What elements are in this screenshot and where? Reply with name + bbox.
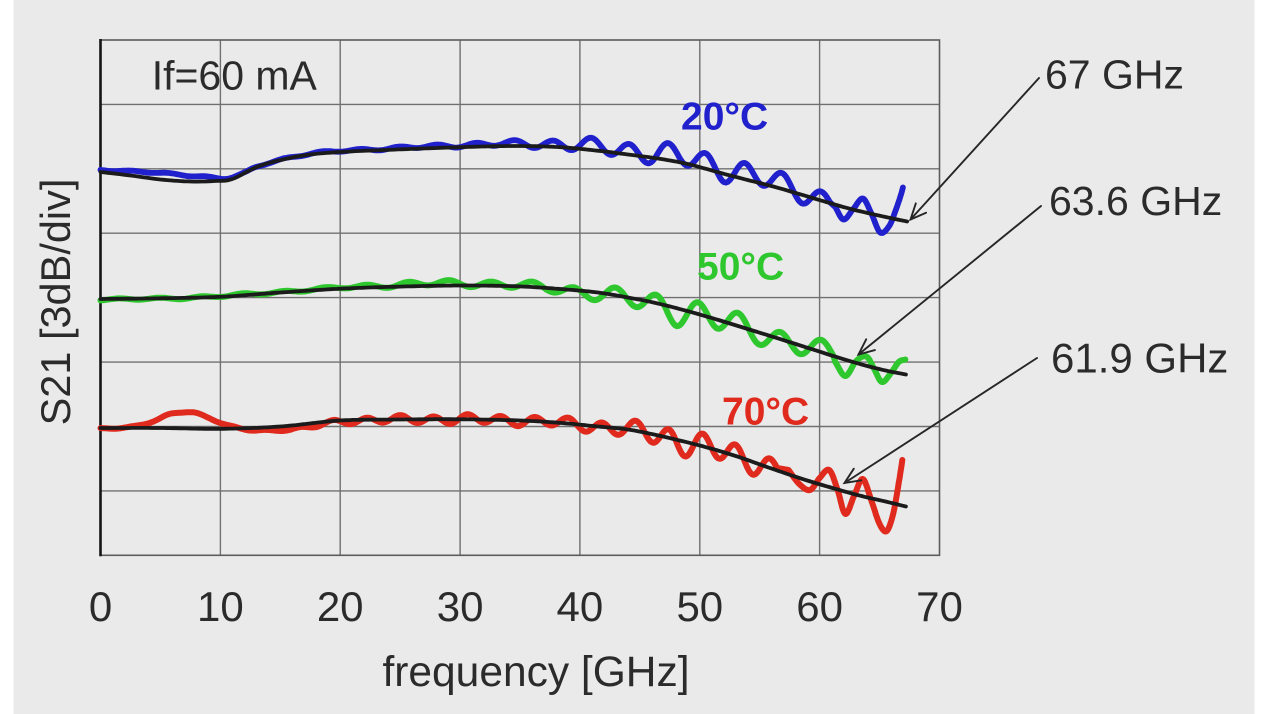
svg-text:70: 70 xyxy=(916,583,963,630)
svg-text:0: 0 xyxy=(89,583,112,630)
svg-text:40: 40 xyxy=(557,583,604,630)
svg-text:If=60 mA: If=60 mA xyxy=(152,52,318,98)
svg-text:20: 20 xyxy=(317,583,364,630)
svg-text:frequency [GHz]: frequency [GHz] xyxy=(382,649,689,696)
svg-text:67 GHz: 67 GHz xyxy=(1045,52,1184,98)
svg-text:10: 10 xyxy=(197,583,244,630)
svg-text:63.6 GHz: 63.6 GHz xyxy=(1049,178,1222,224)
svg-text:30: 30 xyxy=(437,583,484,630)
svg-text:50: 50 xyxy=(676,583,723,630)
svg-text:60: 60 xyxy=(796,583,843,630)
svg-text:20°C: 20°C xyxy=(681,96,768,139)
svg-text:S21 [3dB/div]: S21 [3dB/div] xyxy=(32,179,79,426)
svg-text:70°C: 70°C xyxy=(722,390,809,433)
svg-text:50°C: 50°C xyxy=(697,246,784,289)
svg-text:61.9 GHz: 61.9 GHz xyxy=(1051,335,1228,382)
